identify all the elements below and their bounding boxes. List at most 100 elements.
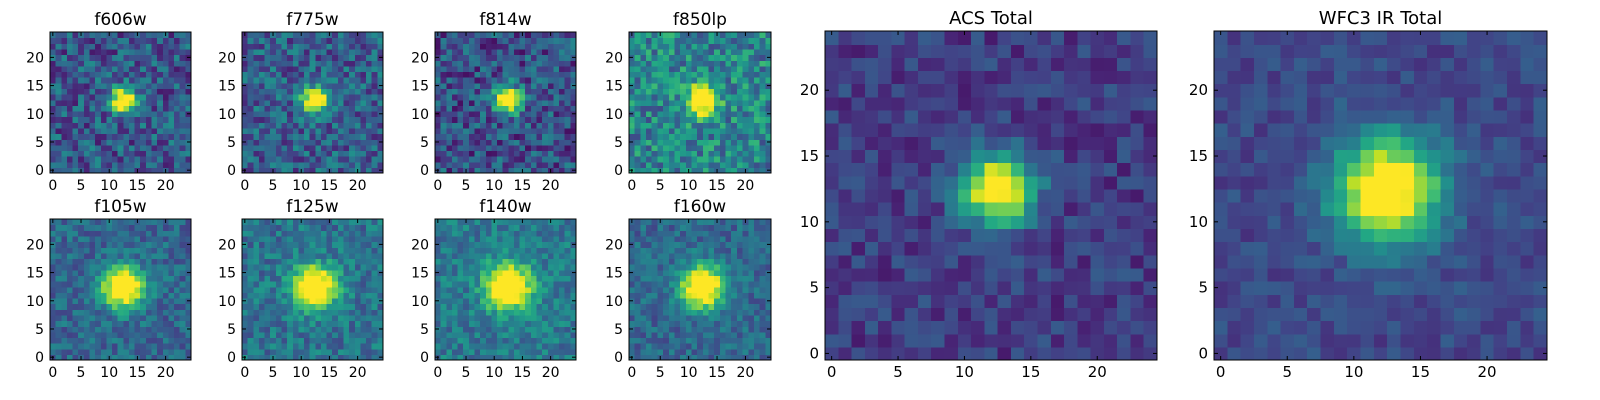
heatmap-cell [457,48,464,56]
heatmap-cell [468,348,476,355]
heatmap-cell [685,54,693,61]
heatmap-cell [440,224,447,231]
heatmap-cell [646,309,653,316]
heatmap-cell [668,337,676,344]
heatmap-cell [440,252,447,260]
heatmap-cell [485,110,492,118]
heatmap-cell [759,281,766,288]
heatmap-cell [320,224,328,231]
heatmap-cell [287,82,294,89]
heatmap-cell [349,309,356,316]
heatmap-cell [123,110,130,118]
heatmap-cell [468,224,476,231]
heatmap-cell [326,54,333,61]
heatmap-cell [508,354,515,361]
heatmap-cell [474,105,481,112]
heatmap-cell [117,167,124,174]
heatmap-cell [651,309,658,316]
heatmap-cell [634,32,641,39]
heatmap-cell [258,32,266,39]
heatmap-cell [708,37,715,44]
heatmap-cell [547,314,555,322]
heatmap-cell [564,252,571,260]
heatmap-cell [95,320,102,327]
heatmap-cell [50,331,57,339]
heatmap-cell [446,48,453,56]
heatmap-cell [559,116,566,123]
heatmap-cell [292,354,299,361]
heatmap-cell [497,326,504,333]
heatmap-cell [702,275,710,282]
heatmap-cell [360,269,367,276]
heatmap-cell [134,94,141,101]
heatmap-cell [343,264,350,271]
heatmap-cell [174,247,181,254]
heatmap-cell [66,105,74,112]
heatmap-cell [435,122,442,129]
heatmap-cell [697,281,704,288]
heatmap-cell [151,354,158,361]
heatmap-cell [536,354,543,361]
heatmap-cell [651,122,658,129]
heatmap-cell [480,94,487,101]
heatmap-cell [61,348,68,355]
heatmap-cell [78,337,85,344]
heatmap-cell [151,224,158,231]
heatmap-cell [281,258,288,265]
heatmap-cell [157,161,164,168]
heatmap-cell [530,241,538,248]
heatmap-cell [714,156,721,163]
heatmap-cell [320,235,328,243]
heatmap-cell [525,258,532,265]
heatmap-cell [270,241,277,248]
heatmap-cell [354,161,362,168]
heatmap-cell [95,43,102,50]
heatmap-cell [61,337,68,344]
heatmap-cell [95,303,102,310]
heatmap-cell [668,127,676,135]
heatmap-cell [95,54,102,61]
heatmap-cell [270,144,277,152]
heatmap-cell [640,150,647,157]
heatmap-cell [242,150,249,157]
heatmap-cell [457,320,464,327]
heatmap-cell [440,37,447,44]
heatmap-cell [536,303,543,310]
heatmap-cell [651,54,658,61]
heatmap-cell [377,337,384,344]
heatmap-cell [435,71,442,78]
heatmap-cell [457,116,464,123]
y-tick-label: 15 [411,266,429,282]
heatmap-cell [485,116,492,123]
heatmap-cell [179,224,186,231]
heatmap-cell [697,337,704,344]
heatmap-cell [332,54,339,61]
heatmap-cell [691,320,698,327]
heatmap-cell [525,292,532,299]
heatmap-cell [451,48,459,56]
heatmap-cell [55,156,62,163]
heatmap-cell [564,144,571,152]
heatmap-cell [485,264,492,271]
heatmap-cell [275,281,283,288]
heatmap-cell [765,331,772,339]
heatmap-cell [292,241,299,248]
heatmap-cell [117,303,124,310]
heatmap-cell [168,88,175,95]
heatmap-cell [714,348,721,355]
heatmap-cell [309,281,316,288]
heatmap-cell [463,297,470,305]
heatmap-cell [332,281,339,288]
heatmap-cell [61,161,68,168]
heatmap-cell [646,161,653,168]
heatmap-cell [168,224,175,231]
heatmap-cell [168,127,175,135]
x-tick-label: 10 [292,178,310,194]
heatmap-cell [474,292,481,299]
heatmap-cell [287,167,294,174]
heatmap-cell [485,343,492,350]
heatmap-cell [281,292,288,299]
heatmap-cell [332,167,339,174]
heatmap-cell [657,71,664,78]
heatmap-cell [304,326,311,333]
